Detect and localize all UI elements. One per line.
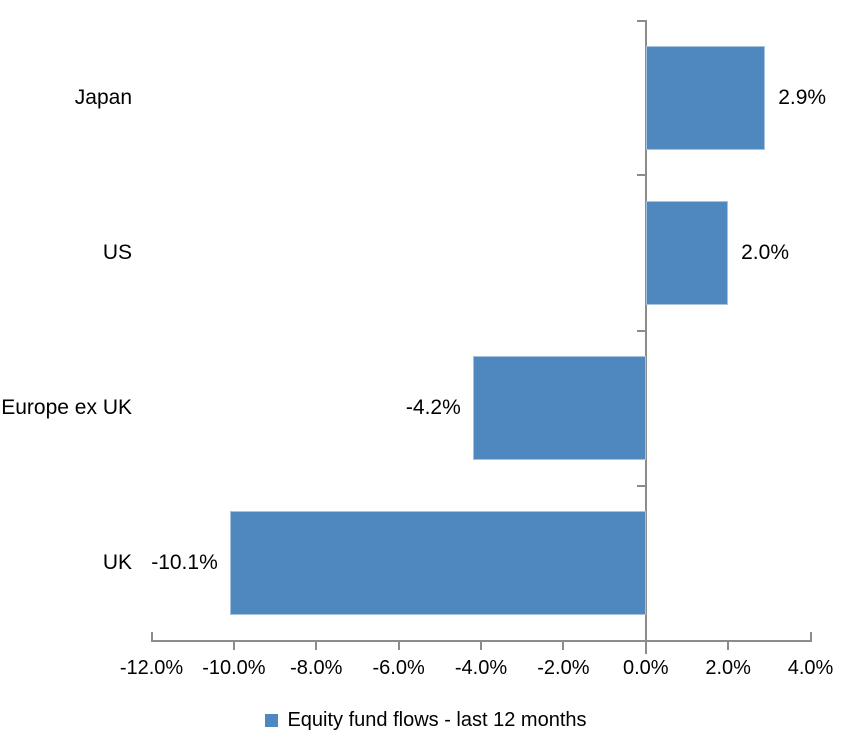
x-axis-tick-label: 4.0% bbox=[787, 657, 834, 679]
y-axis-line bbox=[644, 20, 647, 654]
category-label: Europe ex UK bbox=[1, 396, 132, 420]
x-axis-tick bbox=[232, 640, 235, 650]
bar-uk bbox=[229, 511, 646, 616]
x-axis-tick-label: -12.0% bbox=[119, 657, 184, 679]
y-axis-category-tick bbox=[636, 484, 646, 487]
y-axis-category-tick bbox=[636, 20, 646, 22]
bar-japan bbox=[645, 45, 766, 150]
bar-us bbox=[645, 200, 729, 305]
category-label: Japan bbox=[74, 85, 132, 109]
legend: Equity fund flows - last 12 months bbox=[0, 706, 852, 734]
bar-europe-ex-uk bbox=[472, 356, 646, 461]
x-axis-tick-label: -4.0% bbox=[454, 657, 508, 679]
x-axis-tick bbox=[562, 640, 565, 650]
x-axis-tick bbox=[397, 640, 400, 650]
x-axis-right-end-cap bbox=[809, 632, 812, 642]
x-axis-tick-label: -10.0% bbox=[202, 657, 266, 679]
x-axis-left-end-cap bbox=[150, 632, 153, 642]
category-label: UK bbox=[102, 551, 132, 575]
x-axis-tick bbox=[480, 640, 482, 650]
category-label: US bbox=[102, 240, 132, 264]
x-axis-tick-label: -8.0% bbox=[290, 657, 343, 679]
value-label: 2.0% bbox=[741, 240, 789, 264]
x-axis-tick bbox=[727, 640, 730, 650]
x-axis-tick-label: -6.0% bbox=[372, 657, 425, 679]
legend-series-swatch-icon bbox=[265, 713, 279, 727]
x-axis-tick-label: -2.0% bbox=[537, 657, 590, 679]
y-axis-category-tick bbox=[636, 174, 646, 177]
value-label: -4.2% bbox=[405, 396, 461, 420]
y-axis-category-tick bbox=[636, 329, 646, 332]
x-axis-tick bbox=[315, 640, 318, 650]
value-label: -10.1% bbox=[151, 551, 218, 575]
x-axis-tick-label: 2.0% bbox=[705, 657, 751, 679]
x-axis-tick-label: 0.0% bbox=[622, 657, 669, 679]
value-label: 2.9% bbox=[778, 85, 827, 109]
legend-label: Equity fund flows - last 12 months bbox=[287, 709, 587, 731]
